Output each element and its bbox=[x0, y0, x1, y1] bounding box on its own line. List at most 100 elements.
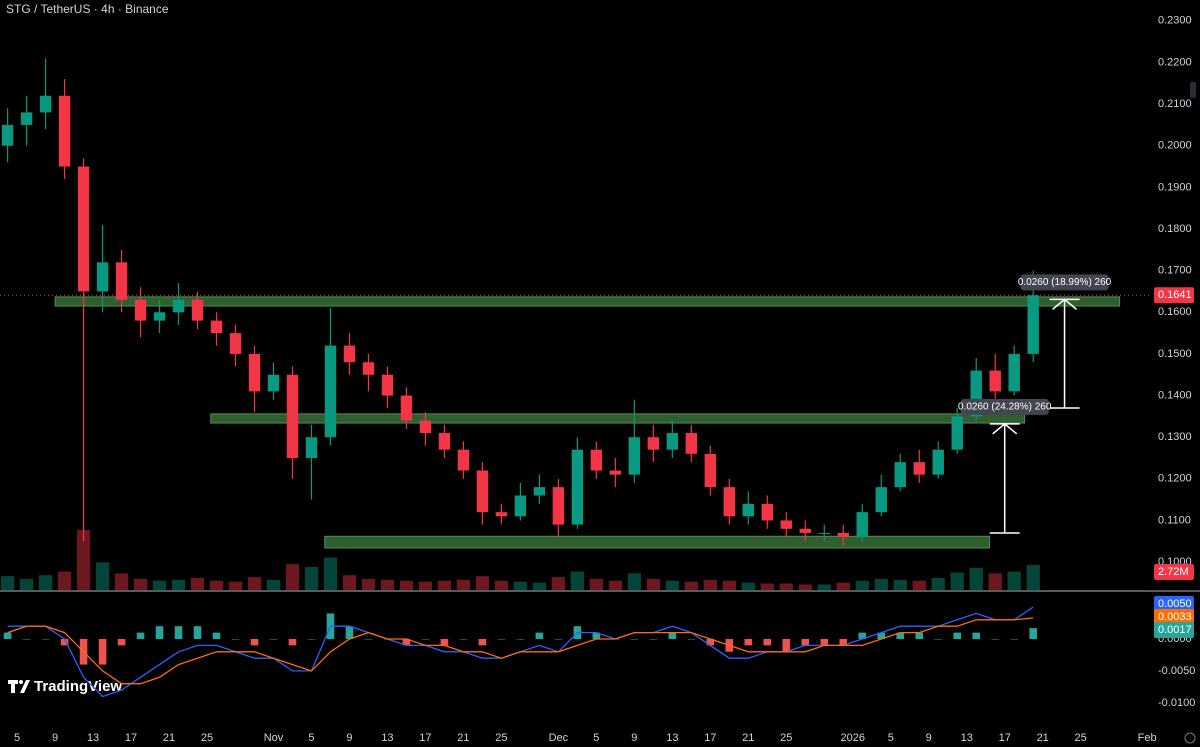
candle-body bbox=[476, 470, 489, 513]
histogram-bar bbox=[535, 632, 544, 639]
volume-bar bbox=[893, 579, 907, 590]
y-tick-label: 0.1900 bbox=[1158, 181, 1192, 193]
zone bbox=[324, 535, 991, 549]
x-tick-label: 13 bbox=[87, 732, 99, 744]
y-tick-label: 0.2100 bbox=[1158, 98, 1192, 110]
candle-body bbox=[818, 532, 830, 534]
x-tick-label: 13 bbox=[666, 732, 678, 744]
volume-bar bbox=[152, 580, 167, 590]
volume-bar bbox=[988, 573, 1002, 590]
volume-bar bbox=[361, 578, 376, 590]
histogram-bar bbox=[630, 639, 639, 640]
histogram-bar bbox=[934, 639, 943, 640]
histogram-bar bbox=[687, 639, 696, 640]
volume-bar bbox=[190, 578, 205, 590]
histogram-bar bbox=[497, 639, 506, 640]
x-tick-label: 13 bbox=[381, 732, 393, 744]
corner-icons bbox=[1184, 82, 1196, 744]
candle-body bbox=[419, 420, 432, 434]
candle-body bbox=[115, 262, 128, 300]
histogram-bar bbox=[193, 626, 202, 639]
x-tick-label: 13 bbox=[961, 732, 973, 744]
y-tick-label: 0.1300 bbox=[1158, 431, 1192, 443]
x-tick-label: 21 bbox=[1037, 732, 1049, 744]
histogram-bar bbox=[3, 632, 12, 639]
y-tick-label: 0.2000 bbox=[1158, 140, 1192, 152]
candle-body bbox=[856, 512, 868, 538]
candle-body bbox=[704, 453, 717, 488]
scroll-handle[interactable] bbox=[1190, 82, 1196, 98]
chart-title: STG / TetherUS · 4h · Binance bbox=[6, 2, 169, 16]
histogram-bar bbox=[440, 639, 449, 646]
histogram-bar bbox=[839, 639, 848, 646]
volume-bar bbox=[969, 567, 983, 590]
volume-bar bbox=[342, 575, 357, 590]
price-badge: 0.1641 bbox=[1158, 289, 1192, 301]
volume-bar bbox=[323, 557, 338, 590]
histogram-bar bbox=[421, 639, 430, 640]
candle-body bbox=[96, 262, 109, 292]
candle-body bbox=[761, 503, 773, 521]
histogram-bar bbox=[117, 639, 126, 646]
x-tick-label: Nov bbox=[264, 732, 284, 744]
brand-logo: TradingView bbox=[8, 678, 122, 695]
price-badge-bg bbox=[1154, 287, 1194, 304]
candle-body bbox=[286, 374, 299, 459]
y-tick-label: 0.1400 bbox=[1158, 389, 1192, 401]
candle-body bbox=[1, 124, 14, 146]
histogram-bar bbox=[953, 632, 962, 639]
volume-badge: 2.72M bbox=[1158, 566, 1189, 578]
x-tick-label: 17 bbox=[704, 732, 716, 744]
x-tick-label: Feb bbox=[1138, 732, 1157, 744]
candle-body bbox=[951, 416, 963, 450]
volume-bar bbox=[475, 576, 490, 590]
x-tick-label: 5 bbox=[308, 732, 314, 744]
histogram-bar bbox=[744, 639, 753, 646]
candle-body bbox=[799, 528, 811, 533]
volume-bar bbox=[855, 580, 869, 590]
settings-icon[interactable] bbox=[1184, 732, 1196, 744]
zone bbox=[210, 413, 1026, 424]
histogram-bar bbox=[174, 626, 183, 639]
volume-bar bbox=[646, 578, 660, 590]
volume-bar bbox=[1007, 571, 1021, 590]
volume-bar bbox=[608, 580, 623, 590]
candle-body bbox=[39, 95, 52, 113]
histogram-bar bbox=[22, 639, 31, 640]
candle-body bbox=[305, 437, 318, 459]
histogram-bar bbox=[459, 639, 468, 640]
histogram-badge: 0.0017 bbox=[1158, 624, 1192, 636]
volume-bar bbox=[1026, 564, 1040, 590]
indicator-tick-label: -0.0050 bbox=[1158, 665, 1195, 677]
candle-body bbox=[457, 449, 470, 471]
volume-bar bbox=[570, 571, 585, 590]
volume-bar bbox=[57, 571, 72, 590]
histogram-bar bbox=[706, 639, 715, 646]
candle-body bbox=[514, 495, 527, 517]
y-tick-label: 0.1800 bbox=[1158, 223, 1192, 235]
histogram-bar bbox=[516, 639, 525, 640]
histogram-bar bbox=[307, 639, 316, 640]
histogram-bar bbox=[478, 639, 487, 646]
y-tick-label: 0.1200 bbox=[1158, 473, 1192, 485]
candle-body bbox=[495, 512, 508, 517]
logo-dot bbox=[19, 680, 23, 684]
histogram-bar bbox=[649, 639, 658, 640]
histogram-bar bbox=[801, 639, 810, 646]
candle-body bbox=[742, 503, 755, 517]
y-tick-label: 0.2300 bbox=[1158, 15, 1192, 27]
x-tick-label: 21 bbox=[742, 732, 754, 744]
candle-body bbox=[229, 333, 242, 354]
candle-body bbox=[153, 312, 166, 321]
histogram-bar bbox=[212, 632, 221, 639]
y-tick-label: 0.1600 bbox=[1158, 306, 1192, 318]
candle-body bbox=[248, 353, 261, 392]
histogram-bar bbox=[554, 639, 563, 640]
candle-body bbox=[989, 370, 1001, 392]
candle-body bbox=[970, 370, 982, 417]
histogram-bar bbox=[402, 639, 411, 646]
volume-bar bbox=[247, 577, 262, 590]
volume-bar bbox=[304, 566, 319, 590]
volume-bar bbox=[380, 579, 395, 590]
